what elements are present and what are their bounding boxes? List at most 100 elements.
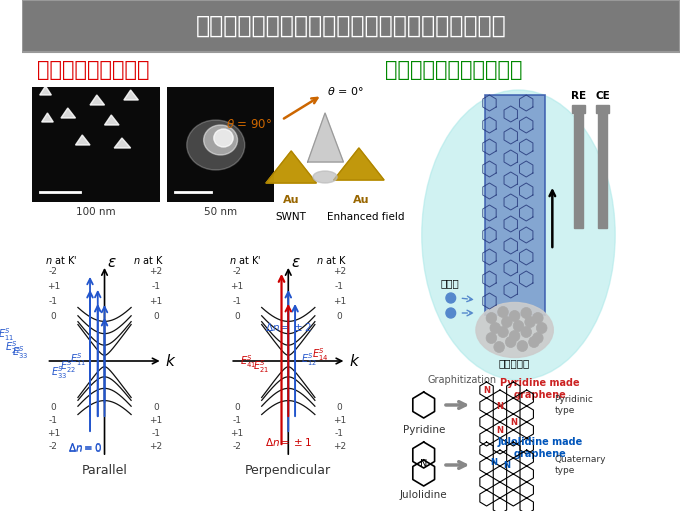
Text: -2: -2: [233, 267, 241, 275]
Polygon shape: [90, 95, 105, 105]
Text: RE: RE: [571, 91, 586, 101]
Circle shape: [509, 311, 520, 321]
Text: SWNT: SWNT: [276, 212, 307, 222]
Bar: [22, 0, 680, 52]
Text: -1: -1: [335, 429, 344, 437]
Text: Perpendicular: Perpendicular: [245, 463, 331, 476]
Text: $E_{21}^S$: $E_{21}^S$: [253, 359, 269, 376]
Text: $\theta$ = 0°: $\theta$ = 0°: [327, 85, 364, 97]
Text: 50 nm: 50 nm: [204, 207, 237, 217]
Text: $n$ at K: $n$ at K: [133, 254, 163, 266]
Text: +1: +1: [149, 415, 163, 425]
Text: -1: -1: [49, 415, 58, 425]
Circle shape: [509, 331, 520, 341]
Ellipse shape: [203, 125, 237, 155]
Text: $\Delta n=0$: $\Delta n=0$: [68, 442, 102, 454]
Text: Quaternary
type: Quaternary type: [554, 455, 606, 475]
Circle shape: [490, 322, 500, 334]
Circle shape: [521, 308, 532, 318]
Text: CE: CE: [595, 91, 610, 101]
Text: +2: +2: [149, 442, 163, 451]
Text: 100 nm: 100 nm: [76, 207, 116, 217]
Text: $E_{11}^S$: $E_{11}^S$: [0, 327, 14, 343]
Text: 0: 0: [234, 403, 240, 411]
Text: $E_{11}^S$: $E_{11}^S$: [70, 352, 86, 368]
Text: Pyridinic
type: Pyridinic type: [554, 396, 593, 415]
Bar: [167, 87, 274, 202]
Text: $\varepsilon$: $\varepsilon$: [107, 254, 117, 269]
Text: $n$ at K': $n$ at K': [228, 254, 261, 266]
Text: +1: +1: [149, 296, 163, 306]
Text: 0: 0: [153, 312, 158, 320]
Circle shape: [446, 293, 456, 303]
Polygon shape: [266, 151, 316, 183]
Text: $\varepsilon$: $\varepsilon$: [291, 254, 301, 269]
Text: 0: 0: [337, 403, 343, 411]
Text: $\Delta n=0$: $\Delta n=0$: [68, 441, 102, 453]
Text: -1: -1: [233, 415, 241, 425]
Text: $\theta$ = 90°: $\theta$ = 90°: [226, 118, 272, 130]
Text: ナノ光機能材料開発: ナノ光機能材料開発: [37, 60, 150, 80]
Text: 0: 0: [234, 312, 240, 320]
Circle shape: [505, 337, 516, 347]
Text: -1: -1: [233, 296, 241, 306]
Circle shape: [494, 341, 505, 353]
Text: +1: +1: [231, 429, 243, 437]
Circle shape: [498, 327, 509, 337]
Text: $E_{33}^S$: $E_{33}^S$: [50, 365, 67, 381]
Circle shape: [517, 340, 528, 352]
Text: +1: +1: [47, 282, 60, 290]
Text: -1: -1: [335, 282, 344, 290]
Polygon shape: [307, 113, 343, 162]
Text: 新しい現象・機能を追求する表面・界面電気化学: 新しい現象・機能を追求する表面・界面電気化学: [196, 14, 507, 38]
Polygon shape: [75, 135, 90, 145]
Polygon shape: [61, 108, 75, 118]
Text: +1: +1: [333, 296, 346, 306]
Text: Pyridine: Pyridine: [403, 425, 445, 435]
Circle shape: [528, 337, 539, 347]
Text: N: N: [420, 459, 428, 469]
Text: N: N: [510, 417, 517, 427]
Bar: [598, 113, 607, 228]
Bar: [596, 105, 609, 113]
Circle shape: [521, 327, 532, 337]
Text: N: N: [496, 402, 504, 410]
Text: ナノカーボン新触媒創成: ナノカーボン新触媒創成: [385, 60, 522, 80]
Circle shape: [498, 307, 509, 317]
Text: -2: -2: [49, 442, 58, 451]
Text: N: N: [483, 385, 490, 394]
Text: -2: -2: [233, 442, 241, 451]
Text: 炭素源: 炭素源: [441, 278, 459, 288]
Text: $n$ at K': $n$ at K': [45, 254, 77, 266]
Text: 0: 0: [50, 312, 56, 320]
Text: $n$ at K: $n$ at K: [316, 254, 347, 266]
Text: $E_{12}^S$: $E_{12}^S$: [301, 352, 317, 368]
Ellipse shape: [214, 129, 233, 147]
Polygon shape: [39, 86, 51, 95]
Text: -1: -1: [49, 296, 58, 306]
Text: $\Delta n=\pm 2$: $\Delta n=\pm 2$: [265, 321, 311, 333]
Text: $E_{41}^S$: $E_{41}^S$: [240, 354, 256, 370]
Bar: [32, 87, 160, 202]
Polygon shape: [41, 113, 53, 122]
Text: $E_{22}^S$: $E_{22}^S$: [5, 340, 21, 356]
Text: N: N: [490, 457, 497, 467]
Circle shape: [513, 320, 524, 332]
Ellipse shape: [476, 303, 554, 358]
Text: Julolidine: Julolidine: [400, 490, 447, 500]
Circle shape: [525, 316, 535, 328]
Polygon shape: [114, 138, 131, 148]
Text: Graphitization: Graphitization: [428, 375, 497, 385]
Bar: [572, 105, 585, 113]
Polygon shape: [334, 148, 384, 180]
Polygon shape: [334, 148, 384, 180]
Text: +1: +1: [47, 429, 60, 437]
Text: Enhanced field: Enhanced field: [327, 212, 405, 222]
Text: $k$: $k$: [350, 353, 360, 369]
Text: Au: Au: [283, 195, 299, 205]
Circle shape: [537, 322, 547, 334]
Text: Au: Au: [352, 195, 369, 205]
Circle shape: [486, 313, 496, 323]
Circle shape: [502, 316, 512, 328]
Text: +1: +1: [333, 415, 346, 425]
